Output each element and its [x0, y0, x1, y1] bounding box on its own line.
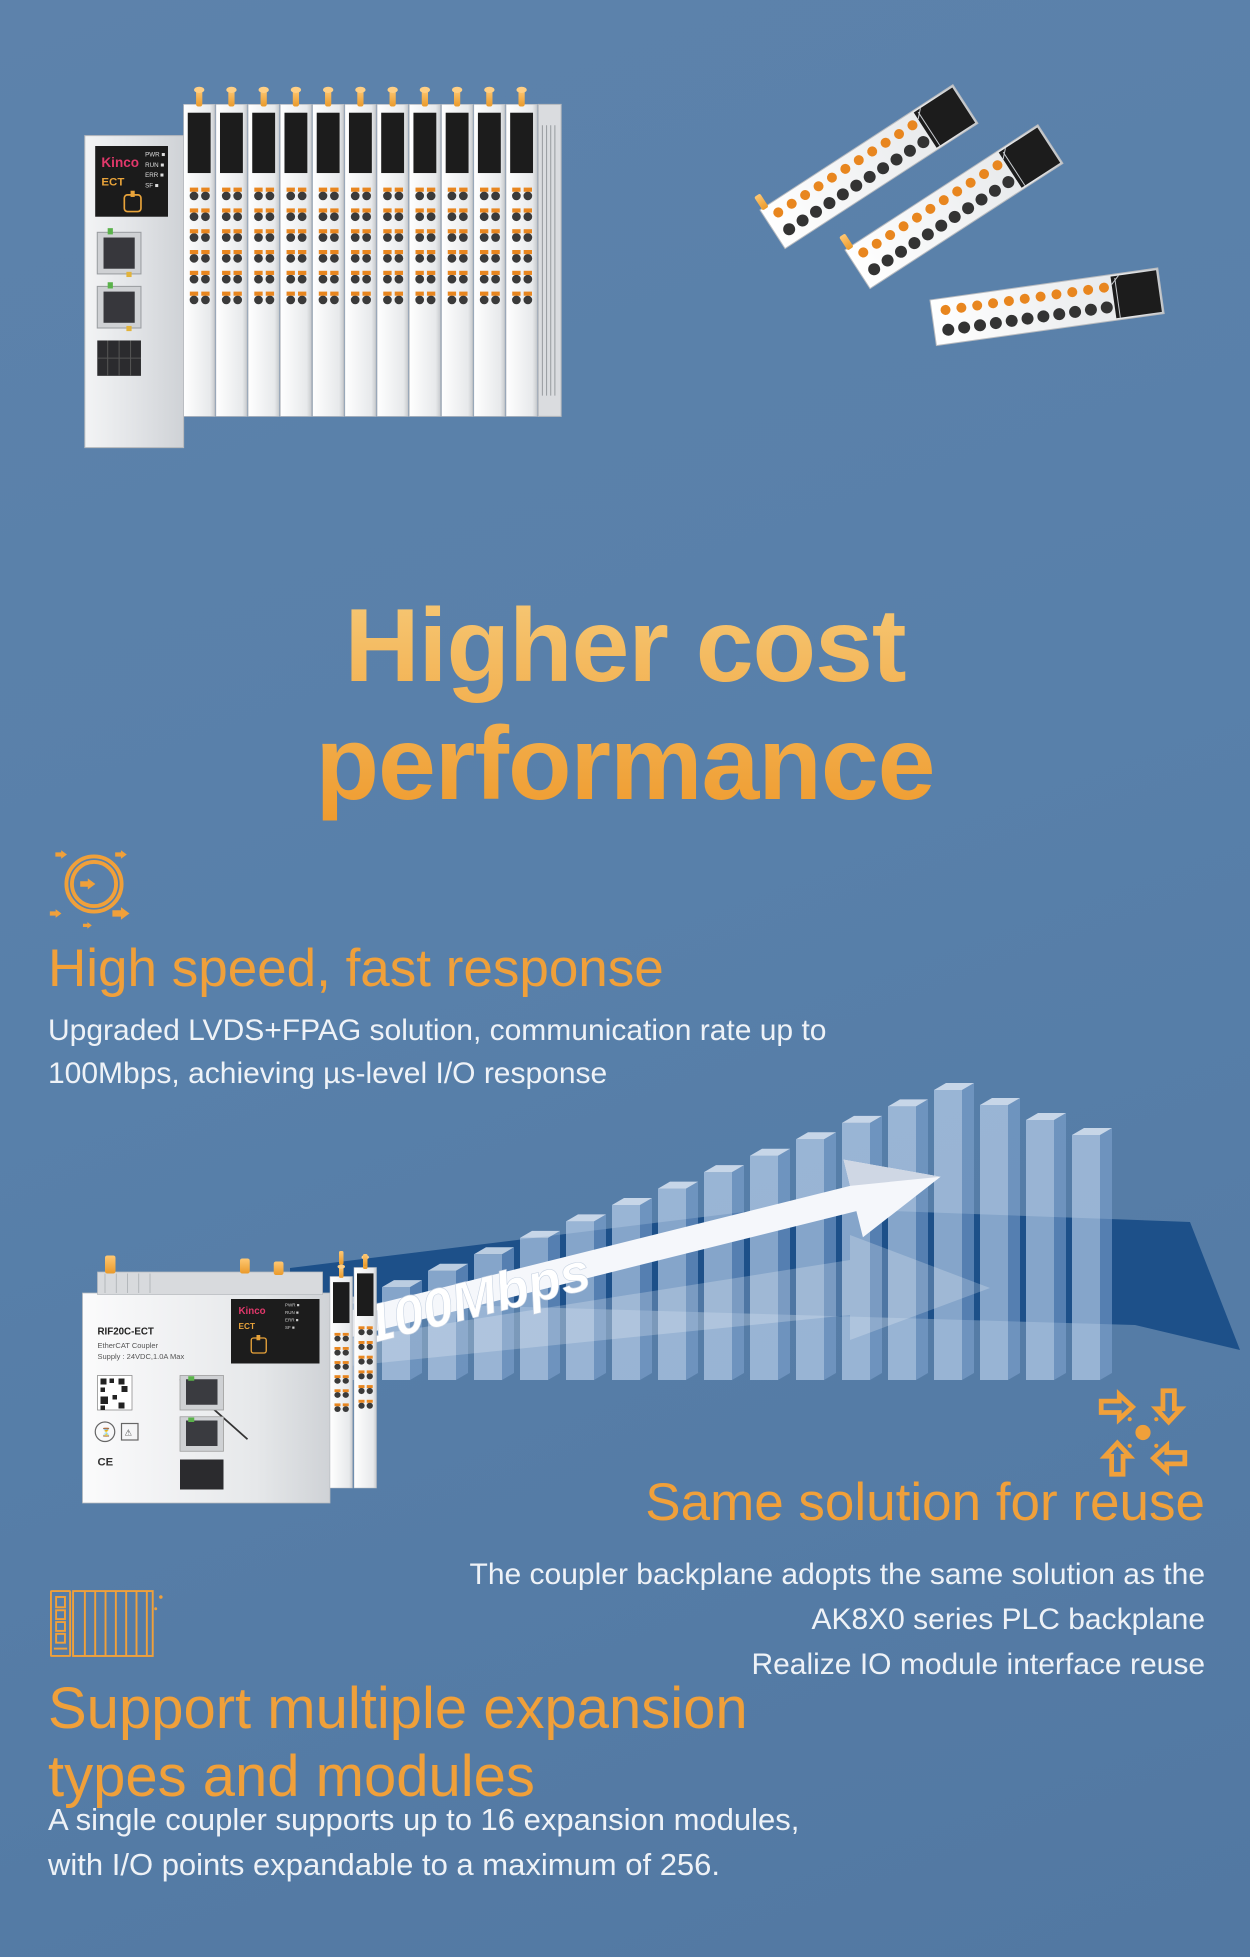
svg-text:EtherCAT Coupler: EtherCAT Coupler: [98, 1341, 159, 1350]
svg-text:Kinco: Kinco: [239, 1306, 266, 1317]
svg-text:SF ■: SF ■: [285, 1325, 295, 1330]
svg-text:Kinco: Kinco: [101, 155, 139, 170]
svg-text:PWR ■: PWR ■: [285, 1303, 300, 1308]
svg-text:RUN ■: RUN ■: [285, 1310, 299, 1315]
svg-text:⏳: ⏳: [101, 1427, 111, 1437]
svg-text:ERR ■: ERR ■: [145, 172, 164, 179]
svg-text:SF ■: SF ■: [145, 183, 159, 190]
svg-text:Supply : 24VDC,1.0A Max: Supply : 24VDC,1.0A Max: [98, 1352, 185, 1361]
svg-text:PWR ■: PWR ■: [145, 151, 165, 158]
svg-text:ECT: ECT: [101, 177, 124, 189]
svg-text:ERR ■: ERR ■: [285, 1318, 299, 1323]
svg-text:RIF20C-ECT: RIF20C-ECT: [98, 1326, 154, 1337]
svg-text:⚠: ⚠: [125, 1429, 132, 1438]
svg-text:ECT: ECT: [239, 1322, 256, 1331]
svg-text:CE: CE: [98, 1457, 114, 1469]
svg-text:RUN ■: RUN ■: [145, 162, 164, 169]
